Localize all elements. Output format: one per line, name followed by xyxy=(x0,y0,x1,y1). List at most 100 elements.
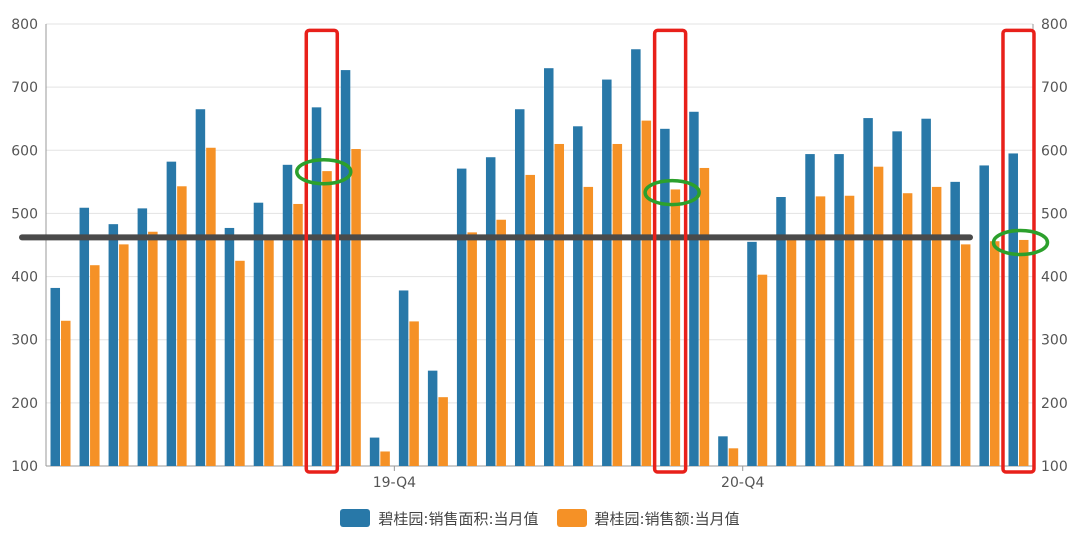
bar-sales-amount xyxy=(467,232,477,466)
bar-sales-amount xyxy=(699,167,710,467)
legend-label-sales-amount: 碧桂园:销售额:当月值 xyxy=(594,509,740,528)
bar-sales-area xyxy=(456,168,467,466)
bar-sales-amount xyxy=(554,143,565,466)
y-tick-label-right: 400 xyxy=(1041,270,1068,286)
bar-sales-area xyxy=(195,109,206,466)
y-tick-label-right: 800 xyxy=(1041,17,1068,33)
bar-sales-area xyxy=(544,68,554,466)
bar-sales-amount xyxy=(728,448,739,466)
bar-sales-area xyxy=(282,164,293,466)
y-tick-label-right: 500 xyxy=(1041,206,1068,222)
bar-sales-amount xyxy=(960,244,971,466)
bar-sales-amount xyxy=(148,231,158,466)
bar-sales-amount xyxy=(525,174,535,466)
bar-sales-amount xyxy=(815,196,826,466)
bar-sales-amount xyxy=(931,186,942,466)
highlight-ellipse xyxy=(643,178,701,207)
bar-sales-area xyxy=(224,227,235,466)
bar-sales-amount xyxy=(1018,239,1029,466)
bar-sales-amount xyxy=(989,241,1000,466)
legend-item-sales-amount[interactable]: 碧桂园:销售额:当月值 xyxy=(556,508,740,529)
y-tick-label-left: 600 xyxy=(11,143,38,159)
bar-sales-amount xyxy=(61,320,71,466)
y-tick-label-right: 700 xyxy=(1041,80,1068,96)
x-tick-label: 20-Q4 xyxy=(721,475,764,491)
bar-sales-area xyxy=(805,154,815,466)
bar-sales-amount xyxy=(380,451,390,466)
bar-sales-amount xyxy=(293,203,303,466)
y-tick-label-right: 100 xyxy=(1041,459,1068,475)
highlight-ellipse xyxy=(295,158,353,186)
legend-swatch-sales-amount xyxy=(556,509,587,527)
bar-sales-amount xyxy=(670,189,681,467)
highlight-box xyxy=(304,28,340,474)
bar-sales-area xyxy=(311,107,322,466)
bar-sales-amount xyxy=(264,238,274,466)
bar-sales-area xyxy=(631,49,641,466)
bar-sales-area xyxy=(892,131,902,467)
y-tick-label-left: 400 xyxy=(11,270,38,286)
bar-sales-area xyxy=(50,287,61,466)
bar-sales-area xyxy=(950,181,960,466)
y-tick-label-right: 600 xyxy=(1041,143,1068,159)
bar-sales-amount xyxy=(583,186,594,466)
x-tick-label: 19-Q4 xyxy=(373,475,416,491)
y-tick-label-right: 300 xyxy=(1041,333,1068,349)
y-tick-label-left: 700 xyxy=(11,80,38,96)
legend-item-sales-area[interactable]: 碧桂园:销售面积:当月值 xyxy=(340,508,539,529)
y-tick-label-left: 100 xyxy=(11,459,38,475)
bar-chart: 100 100 200 200 300 300 400 400 500 500 600 600 700 7… xyxy=(11,17,1068,491)
bar-sales-amount xyxy=(496,219,506,466)
bar-sales-area xyxy=(718,436,728,466)
bar-sales-area xyxy=(79,207,90,466)
bar-sales-area xyxy=(108,224,119,466)
bar-sales-amount xyxy=(844,195,855,466)
y-tick-label-left: 800 xyxy=(11,17,38,33)
bar-sales-area xyxy=(398,290,409,466)
bar-sales-area xyxy=(747,241,757,466)
y-tick-label-left: 300 xyxy=(11,333,38,349)
bar-sales-area xyxy=(340,70,351,466)
bar-sales-area xyxy=(166,161,177,466)
bar-sales-area xyxy=(573,126,583,466)
bar-sales-amount xyxy=(612,143,623,466)
bar-sales-area xyxy=(485,157,496,466)
bar-sales-amount xyxy=(351,149,361,466)
bar-sales-area xyxy=(137,208,148,466)
bar-sales-amount xyxy=(322,171,332,466)
bar-sales-area xyxy=(834,154,844,466)
highlight-ellipse xyxy=(991,228,1050,257)
bar-sales-area xyxy=(689,111,699,467)
bar-sales-area xyxy=(602,79,612,467)
bar-sales-area xyxy=(660,128,670,466)
y-tick-label-right: 200 xyxy=(1041,396,1068,412)
bar-sales-amount xyxy=(641,120,652,466)
bar-sales-amount xyxy=(206,147,216,466)
bar-sales-amount xyxy=(902,193,913,467)
legend-swatch-sales-area xyxy=(340,509,371,527)
bar-sales-area xyxy=(253,202,264,467)
bar-sales-amount xyxy=(786,238,797,466)
bar-sales-area xyxy=(921,118,931,466)
bar-sales-amount xyxy=(177,186,187,466)
bar-sales-area xyxy=(427,370,438,466)
highlight-box xyxy=(1001,28,1036,474)
highlight-box xyxy=(652,28,688,474)
legend: 碧桂园:销售面积:当月值 碧桂园:销售额:当月值 xyxy=(0,505,1080,531)
bar-sales-amount xyxy=(235,260,245,466)
y-tick-label-left: 200 xyxy=(11,396,38,412)
bar-sales-amount xyxy=(90,265,100,466)
bar-sales-area xyxy=(776,197,786,467)
bar-sales-area xyxy=(369,437,380,466)
bar-sales-area xyxy=(979,165,989,466)
legend-label-sales-area: 碧桂园:销售面积:当月值 xyxy=(378,509,539,528)
bar-sales-amount xyxy=(873,166,884,466)
bar-sales-amount xyxy=(119,244,129,466)
bar-sales-area xyxy=(1008,153,1018,466)
bar-sales-amount xyxy=(757,274,768,466)
y-tick-label-left: 500 xyxy=(11,206,38,222)
bar-sales-amount xyxy=(409,321,419,466)
bar-sales-amount xyxy=(438,397,448,466)
bar-sales-area xyxy=(863,118,873,466)
